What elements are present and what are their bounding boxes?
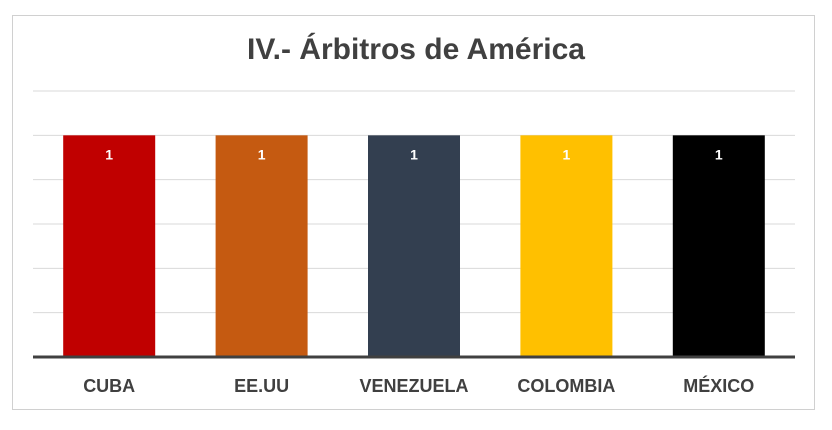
- bar-venezuela: [368, 135, 460, 357]
- x-tick-label: EE.UU: [234, 376, 289, 396]
- x-tick-label: VENEZUELA: [359, 376, 468, 396]
- bar-ee-uu: [215, 135, 308, 357]
- x-tick-label: MÉXICO: [683, 375, 754, 396]
- x-axis-ticks-group: CUBA EE.UU VENEZUELA COLOMBIA MÉXICO: [83, 375, 754, 396]
- data-label: 1: [105, 146, 113, 162]
- x-tick-label: CUBA: [83, 376, 135, 396]
- data-label: 1: [563, 146, 571, 162]
- data-labels-group: 1 1 1 1 1: [105, 146, 723, 162]
- bar-méxico: [672, 135, 765, 357]
- data-label: 1: [258, 146, 266, 162]
- bar-cuba: [63, 135, 156, 357]
- bar-colombia: [520, 135, 613, 357]
- bars-group: [63, 135, 765, 357]
- data-label: 1: [715, 146, 723, 162]
- chart-title: IV.- Árbitros de América: [247, 33, 585, 66]
- x-tick-label: COLOMBIA: [517, 376, 615, 396]
- data-label: 1: [410, 146, 418, 162]
